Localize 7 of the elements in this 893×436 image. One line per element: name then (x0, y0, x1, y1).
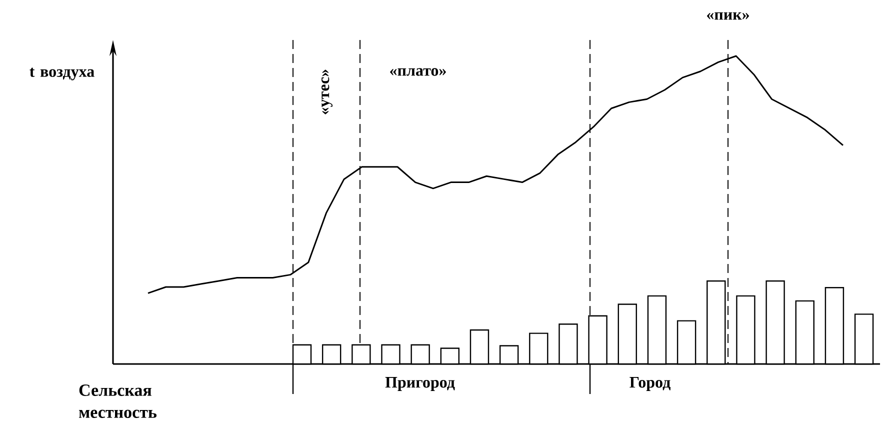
text: Сельская местность (78, 384, 157, 418)
y-axis-title: t воздуха (30, 68, 94, 80)
text: «пик» (707, 12, 749, 20)
text: Город (630, 377, 670, 391)
annotation: «плато» (390, 68, 446, 76)
text: Пригород (385, 377, 455, 391)
annotation: «утес» (322, 70, 332, 114)
